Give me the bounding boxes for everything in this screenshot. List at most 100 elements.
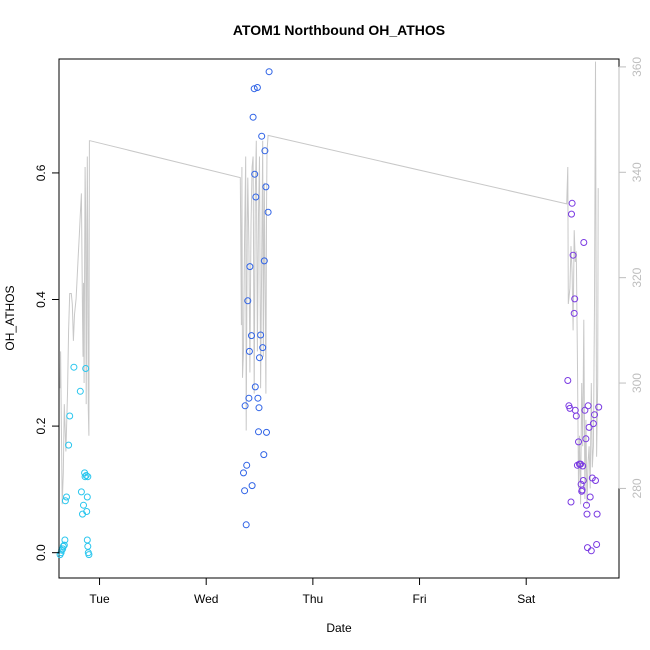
data-point-s0-26 (85, 551, 93, 559)
data-point-s0-12 (76, 387, 84, 395)
x-tick-label-4: Sat (517, 592, 536, 606)
data-point-s0-22 (84, 473, 92, 481)
data-point-s1-1 (241, 487, 249, 495)
data-point-s0-0 (70, 363, 78, 371)
data-point-s0-4 (61, 497, 69, 505)
data-point-s1-23 (259, 344, 267, 352)
axes-layer: Tue Wed Thu Fri Sat 0.0 0.2 0.4 0.6 280 300 320 340 3… (34, 57, 644, 606)
data-point-s1-0 (240, 469, 247, 477)
data-point-s1-16 (253, 84, 261, 91)
data-point-s1-14 (251, 383, 259, 391)
data-point-s0-15 (80, 501, 87, 509)
y-tick-label-0: 0.0 (34, 544, 48, 561)
y2-tick-label-4: 360 (630, 57, 644, 77)
data-point-s2-5 (568, 199, 576, 207)
data-point-s2-23 (583, 501, 590, 509)
data-point-s1-9 (248, 332, 255, 340)
data-point-s2-10 (572, 412, 580, 420)
data-point-s2-35 (593, 510, 601, 518)
data-point-s0-19 (82, 472, 90, 479)
data-point-s1-25 (260, 257, 268, 265)
data-point-s2-17 (578, 486, 586, 494)
data-point-s1-27 (262, 183, 270, 191)
data-point-s1-7 (245, 347, 253, 355)
data-point-s1-17 (254, 394, 262, 402)
data-point-s1-10 (248, 482, 256, 490)
data-point-s0-18 (82, 365, 90, 372)
data-point-s1-13 (251, 170, 259, 178)
data-point-s2-34 (593, 541, 601, 548)
data-point-s2-14 (577, 460, 585, 468)
data-point-s2-33 (592, 477, 599, 484)
x-tick-label-3: Fri (413, 592, 427, 606)
data-point-s0-17 (81, 473, 89, 481)
y-tick-label-2: 0.4 (34, 291, 48, 308)
data-point-s2-24 (583, 510, 591, 518)
data-point-s1-11 (249, 113, 257, 121)
secondary-series-line (59, 61, 599, 505)
data-point-s1-12 (250, 85, 258, 93)
data-point-s1-18 (255, 428, 262, 436)
data-point-s1-21 (257, 331, 265, 339)
y2-tick-label-0: 280 (630, 478, 644, 498)
data-point-s2-36 (595, 403, 603, 411)
data-point-s1-29 (264, 208, 272, 216)
data-point-s1-26 (261, 147, 269, 155)
data-point-s2-7 (570, 309, 578, 317)
y2-tick-label-1: 300 (630, 373, 644, 393)
x-tick-label-0: Tue (89, 592, 110, 606)
data-point-s0-9 (59, 542, 67, 550)
data-point-s2-25 (584, 544, 591, 552)
data-point-s1-19 (255, 404, 263, 412)
data-point-s2-6 (569, 251, 577, 259)
data-point-s2-31 (589, 420, 597, 428)
data-point-s1-3 (242, 521, 250, 529)
data-point-s2-21 (581, 406, 589, 414)
data-point-s2-28 (586, 493, 594, 501)
data-point-s2-26 (584, 402, 592, 410)
data-point-s2-4 (568, 210, 575, 218)
data-point-s0-2 (66, 412, 74, 420)
data-point-s1-15 (252, 193, 260, 201)
data-point-s2-29 (587, 547, 595, 555)
data-point-s0-20 (83, 508, 91, 515)
data-point-s2-3 (567, 498, 575, 506)
data-point-s2-12 (575, 438, 582, 446)
data-point-s0-24 (84, 542, 92, 550)
data-point-s1-28 (263, 428, 270, 436)
data-point-s0-3 (63, 493, 70, 501)
data-point-s1-8 (246, 263, 254, 271)
chart-title: ATOM1 Northbound OH_ATHOS (233, 22, 445, 38)
secondary-line-layer (59, 61, 599, 505)
plot-box (58, 58, 620, 579)
x-axis-label: Date (326, 621, 352, 635)
data-point-s2-22 (582, 435, 590, 443)
points-layer (56, 68, 603, 559)
data-point-s1-20 (256, 354, 263, 362)
data-point-s2-20 (580, 239, 588, 246)
data-point-s0-10 (60, 541, 68, 549)
y-tick-label-1: 0.2 (34, 417, 48, 434)
data-point-s2-32 (591, 411, 598, 419)
y-axis-label: OH_ATHOS (3, 285, 17, 350)
data-point-s1-22 (258, 132, 266, 140)
data-point-s1-2 (241, 402, 249, 410)
data-point-s1-24 (260, 451, 268, 459)
x-tick-label-1: Wed (194, 592, 218, 606)
data-point-s2-8 (571, 295, 579, 303)
data-point-s0-21 (83, 493, 91, 501)
data-point-s1-5 (244, 297, 252, 305)
y-tick-label-3: 0.6 (34, 164, 48, 181)
data-point-s2-0 (564, 377, 572, 384)
data-point-s2-19 (579, 477, 587, 484)
data-point-s2-27 (585, 423, 593, 431)
x-tick-label-2: Thu (303, 592, 324, 606)
y2-tick-label-3: 340 (630, 162, 644, 182)
data-point-s1-4 (243, 461, 251, 469)
data-point-s0-23 (83, 536, 91, 544)
data-point-s2-18 (579, 462, 587, 470)
data-point-s0-11 (61, 536, 69, 544)
data-point-s1-30 (265, 68, 273, 76)
data-point-s1-6 (245, 394, 253, 402)
